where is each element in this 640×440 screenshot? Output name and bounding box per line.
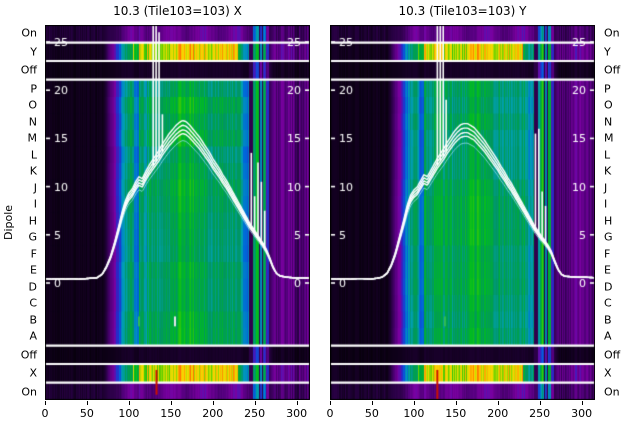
dipole-label-left: Off	[20, 63, 37, 77]
dipole-label-right: J	[604, 181, 608, 195]
dipole-label-left: J	[33, 181, 37, 195]
x-tick-label: 250	[244, 407, 266, 420]
dipole-label-left: M	[27, 131, 38, 145]
dipole-label-left: Y	[30, 45, 37, 59]
x-tick-label: 150	[445, 407, 467, 420]
dipole-label-right: N	[604, 115, 613, 129]
x-tick-label: 250	[529, 407, 551, 420]
dipole-label-right: Off	[604, 348, 621, 362]
dipole-label-right: O	[604, 98, 613, 112]
dipole-label-left: On	[21, 385, 37, 399]
dipole-label-left: K	[29, 164, 37, 178]
dipole-label-left: A	[29, 329, 37, 343]
dipole-label-right: C	[604, 296, 612, 310]
plot-title-y: 10.3 (Tile103=103) Y	[398, 4, 527, 18]
dipole-label-left: G	[28, 230, 37, 244]
x-tick-mark	[86, 401, 88, 405]
dipole-label-left: X	[29, 366, 37, 380]
x-tick-label: 300	[286, 407, 308, 420]
x-tick-mark	[128, 401, 130, 405]
dipole-label-right: Y	[604, 45, 611, 59]
dipole-label-right: M	[604, 131, 614, 145]
x-tick-mark	[539, 401, 541, 405]
dipole-label-right: E	[604, 263, 611, 277]
x-tick-label: 200	[202, 407, 224, 420]
x-tick-label: 0	[326, 407, 334, 420]
x-tick-label: 200	[487, 407, 509, 420]
dipole-label-right: H	[604, 214, 613, 228]
dipole-label-left: E	[30, 263, 37, 277]
dipole-labels-left: On Y Off P O N M L K J I H G F E D C B A Off X On	[0, 0, 42, 440]
dipole-label-left: Off	[20, 348, 37, 362]
dipole-label-left: N	[28, 115, 37, 129]
x-tick-mark	[296, 401, 298, 405]
dipole-label-left: B	[29, 313, 37, 327]
dipole-label-right: K	[604, 164, 612, 178]
dipole-label-right: B	[604, 313, 612, 327]
x-tick-label: 0	[41, 407, 49, 420]
dipole-label-left: F	[30, 247, 37, 261]
dipole-label-right: G	[604, 230, 613, 244]
x-tick-mark	[212, 401, 214, 405]
x-tick-label: 50	[364, 407, 379, 420]
dipole-labels-right: On Y Off P O N M L K J I H G F E D C B A Off X On	[599, 0, 640, 440]
x-tick-mark	[330, 401, 331, 405]
dipole-label-right: On	[604, 385, 620, 399]
dipole-label-right: Off	[604, 63, 621, 77]
dipole-label-left: P	[30, 82, 37, 96]
x-tick-mark	[254, 401, 256, 405]
dipole-label-right: I	[604, 197, 608, 211]
x-tick-mark	[371, 401, 373, 405]
dipole-label-left: L	[30, 148, 37, 162]
dipole-label-left: H	[28, 214, 37, 228]
plot-title-x: 10.3 (Tile103=103) X	[113, 4, 242, 18]
dipole-label-right: A	[604, 329, 612, 343]
x-tick-mark	[581, 401, 583, 405]
dipole-label-left: On	[21, 26, 37, 40]
x-tick-mark	[170, 401, 172, 405]
heatmap-x-canvas	[45, 25, 310, 400]
x-tick-label: 50	[79, 407, 94, 420]
dipole-label-right: L	[604, 148, 611, 162]
dipole-label-left: D	[28, 280, 37, 294]
dipole-label-right: F	[604, 247, 611, 261]
x-tick-mark	[497, 401, 499, 405]
x-tick-label: 100	[403, 407, 425, 420]
dipole-label-right: X	[604, 366, 612, 380]
x-tick-mark	[45, 401, 46, 405]
dipole-label-left: O	[28, 98, 37, 112]
dipole-label-right: On	[604, 26, 620, 40]
x-tick-mark	[455, 401, 457, 405]
dipole-label-right: D	[604, 280, 613, 294]
dipole-label-left: I	[33, 197, 37, 211]
dipole-label-right: P	[604, 82, 611, 96]
x-tick-label: 150	[160, 407, 182, 420]
x-tick-label: 100	[118, 407, 140, 420]
x-tick-label: 300	[571, 407, 593, 420]
dipole-label-left: C	[29, 296, 37, 310]
heatmap-y-canvas	[330, 25, 595, 400]
x-tick-mark	[413, 401, 415, 405]
